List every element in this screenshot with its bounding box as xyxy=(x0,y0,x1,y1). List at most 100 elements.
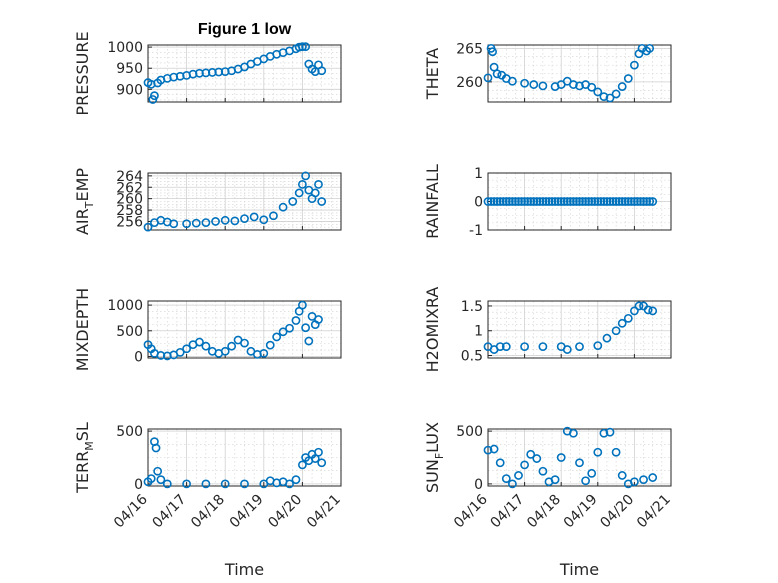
y-tick-label: 0 xyxy=(134,477,143,493)
data-point xyxy=(272,332,282,342)
data-point xyxy=(562,345,572,354)
data-point xyxy=(605,197,615,206)
y-tick-label: 0 xyxy=(474,477,483,493)
data-point xyxy=(495,458,505,468)
data-point xyxy=(550,475,560,485)
data-point xyxy=(562,197,572,206)
data-point xyxy=(599,197,609,206)
data-point xyxy=(488,47,497,57)
data-point xyxy=(526,197,536,206)
data-point xyxy=(559,197,569,206)
data-point xyxy=(175,347,185,357)
data-point xyxy=(547,197,557,206)
data-point xyxy=(645,197,655,206)
data-point xyxy=(269,211,278,221)
data-point xyxy=(630,477,639,487)
data-point xyxy=(483,73,493,83)
x-tick-label: 04/18 xyxy=(188,492,228,532)
data-point xyxy=(584,197,594,206)
y-tick-label: 1000 xyxy=(107,298,143,314)
data-point xyxy=(195,337,204,347)
data-point xyxy=(259,215,269,225)
data-point xyxy=(620,197,630,206)
data-point xyxy=(492,197,502,206)
data-point xyxy=(575,342,584,351)
data-point xyxy=(587,468,597,478)
data-point xyxy=(314,315,323,324)
y-tick-label: 1 xyxy=(474,324,483,340)
axes-frame xyxy=(487,300,672,359)
data-point xyxy=(630,197,639,206)
subplot-pressure: 900 950 1000 PRESSURE Figure 1 low xyxy=(73,21,342,116)
subplot-theta: 260 265 THETA xyxy=(423,41,672,103)
data-point xyxy=(240,479,249,489)
data-point xyxy=(227,341,237,351)
y-axis-label: PRESSURE xyxy=(73,31,92,115)
data-point xyxy=(498,197,508,206)
data-point xyxy=(301,171,311,181)
data-point xyxy=(565,197,575,206)
y-axis-label: SUNFLUX xyxy=(423,422,446,493)
data-point xyxy=(489,197,499,206)
data-point xyxy=(523,197,533,206)
data-point xyxy=(538,197,548,206)
y-axis-label: THETA xyxy=(423,48,442,100)
data-point xyxy=(538,466,548,476)
data-point xyxy=(249,212,259,222)
data-point xyxy=(520,460,529,470)
data-point xyxy=(288,197,298,206)
data-point xyxy=(285,479,294,489)
data-point xyxy=(587,197,597,206)
data-point xyxy=(614,197,624,206)
data-point xyxy=(532,454,542,463)
data-point xyxy=(517,197,526,206)
data-point xyxy=(611,447,621,457)
data-point xyxy=(310,188,320,198)
data-point xyxy=(630,60,639,70)
data-point xyxy=(593,87,603,97)
data-point xyxy=(508,479,517,489)
data-point xyxy=(150,91,159,101)
data-point xyxy=(538,342,548,351)
data-point xyxy=(581,197,590,206)
y-axis-label: H2OMIXRA xyxy=(423,287,442,373)
x-axis-label: Time xyxy=(224,560,264,579)
y-axis-label: MIXDEPTH xyxy=(73,288,92,371)
data-point xyxy=(617,318,627,328)
data-point xyxy=(617,82,627,91)
data-point xyxy=(156,475,166,485)
x-tick-label: 04/16 xyxy=(111,491,151,531)
data-point xyxy=(544,197,554,206)
data-point xyxy=(240,214,249,223)
subplot-rainfall: -1 0 1 RAINFALL xyxy=(423,164,672,239)
data-point xyxy=(265,340,275,350)
data-point xyxy=(504,197,514,206)
data-point xyxy=(581,476,590,486)
data-point xyxy=(633,197,642,206)
data-point xyxy=(596,197,606,206)
data-point xyxy=(153,466,163,476)
data-point xyxy=(297,42,307,52)
y-tick-label: 258 xyxy=(116,203,143,219)
y-tick-label: 0.5 xyxy=(461,349,483,365)
data-point xyxy=(201,218,211,227)
data-point xyxy=(146,474,156,484)
data-point xyxy=(314,179,323,189)
y-tick-label: 500 xyxy=(116,324,143,340)
y-tick-label: 264 xyxy=(116,169,143,185)
data-point xyxy=(593,197,603,206)
data-point xyxy=(291,475,301,485)
data-point xyxy=(520,78,529,88)
data-point xyxy=(639,197,648,206)
data-point xyxy=(593,341,603,351)
data-point xyxy=(191,218,201,228)
y-tick-label: 500 xyxy=(456,424,483,440)
data-point xyxy=(611,89,621,99)
data-point xyxy=(297,179,307,189)
data-point xyxy=(639,475,648,485)
data-point xyxy=(648,197,658,206)
